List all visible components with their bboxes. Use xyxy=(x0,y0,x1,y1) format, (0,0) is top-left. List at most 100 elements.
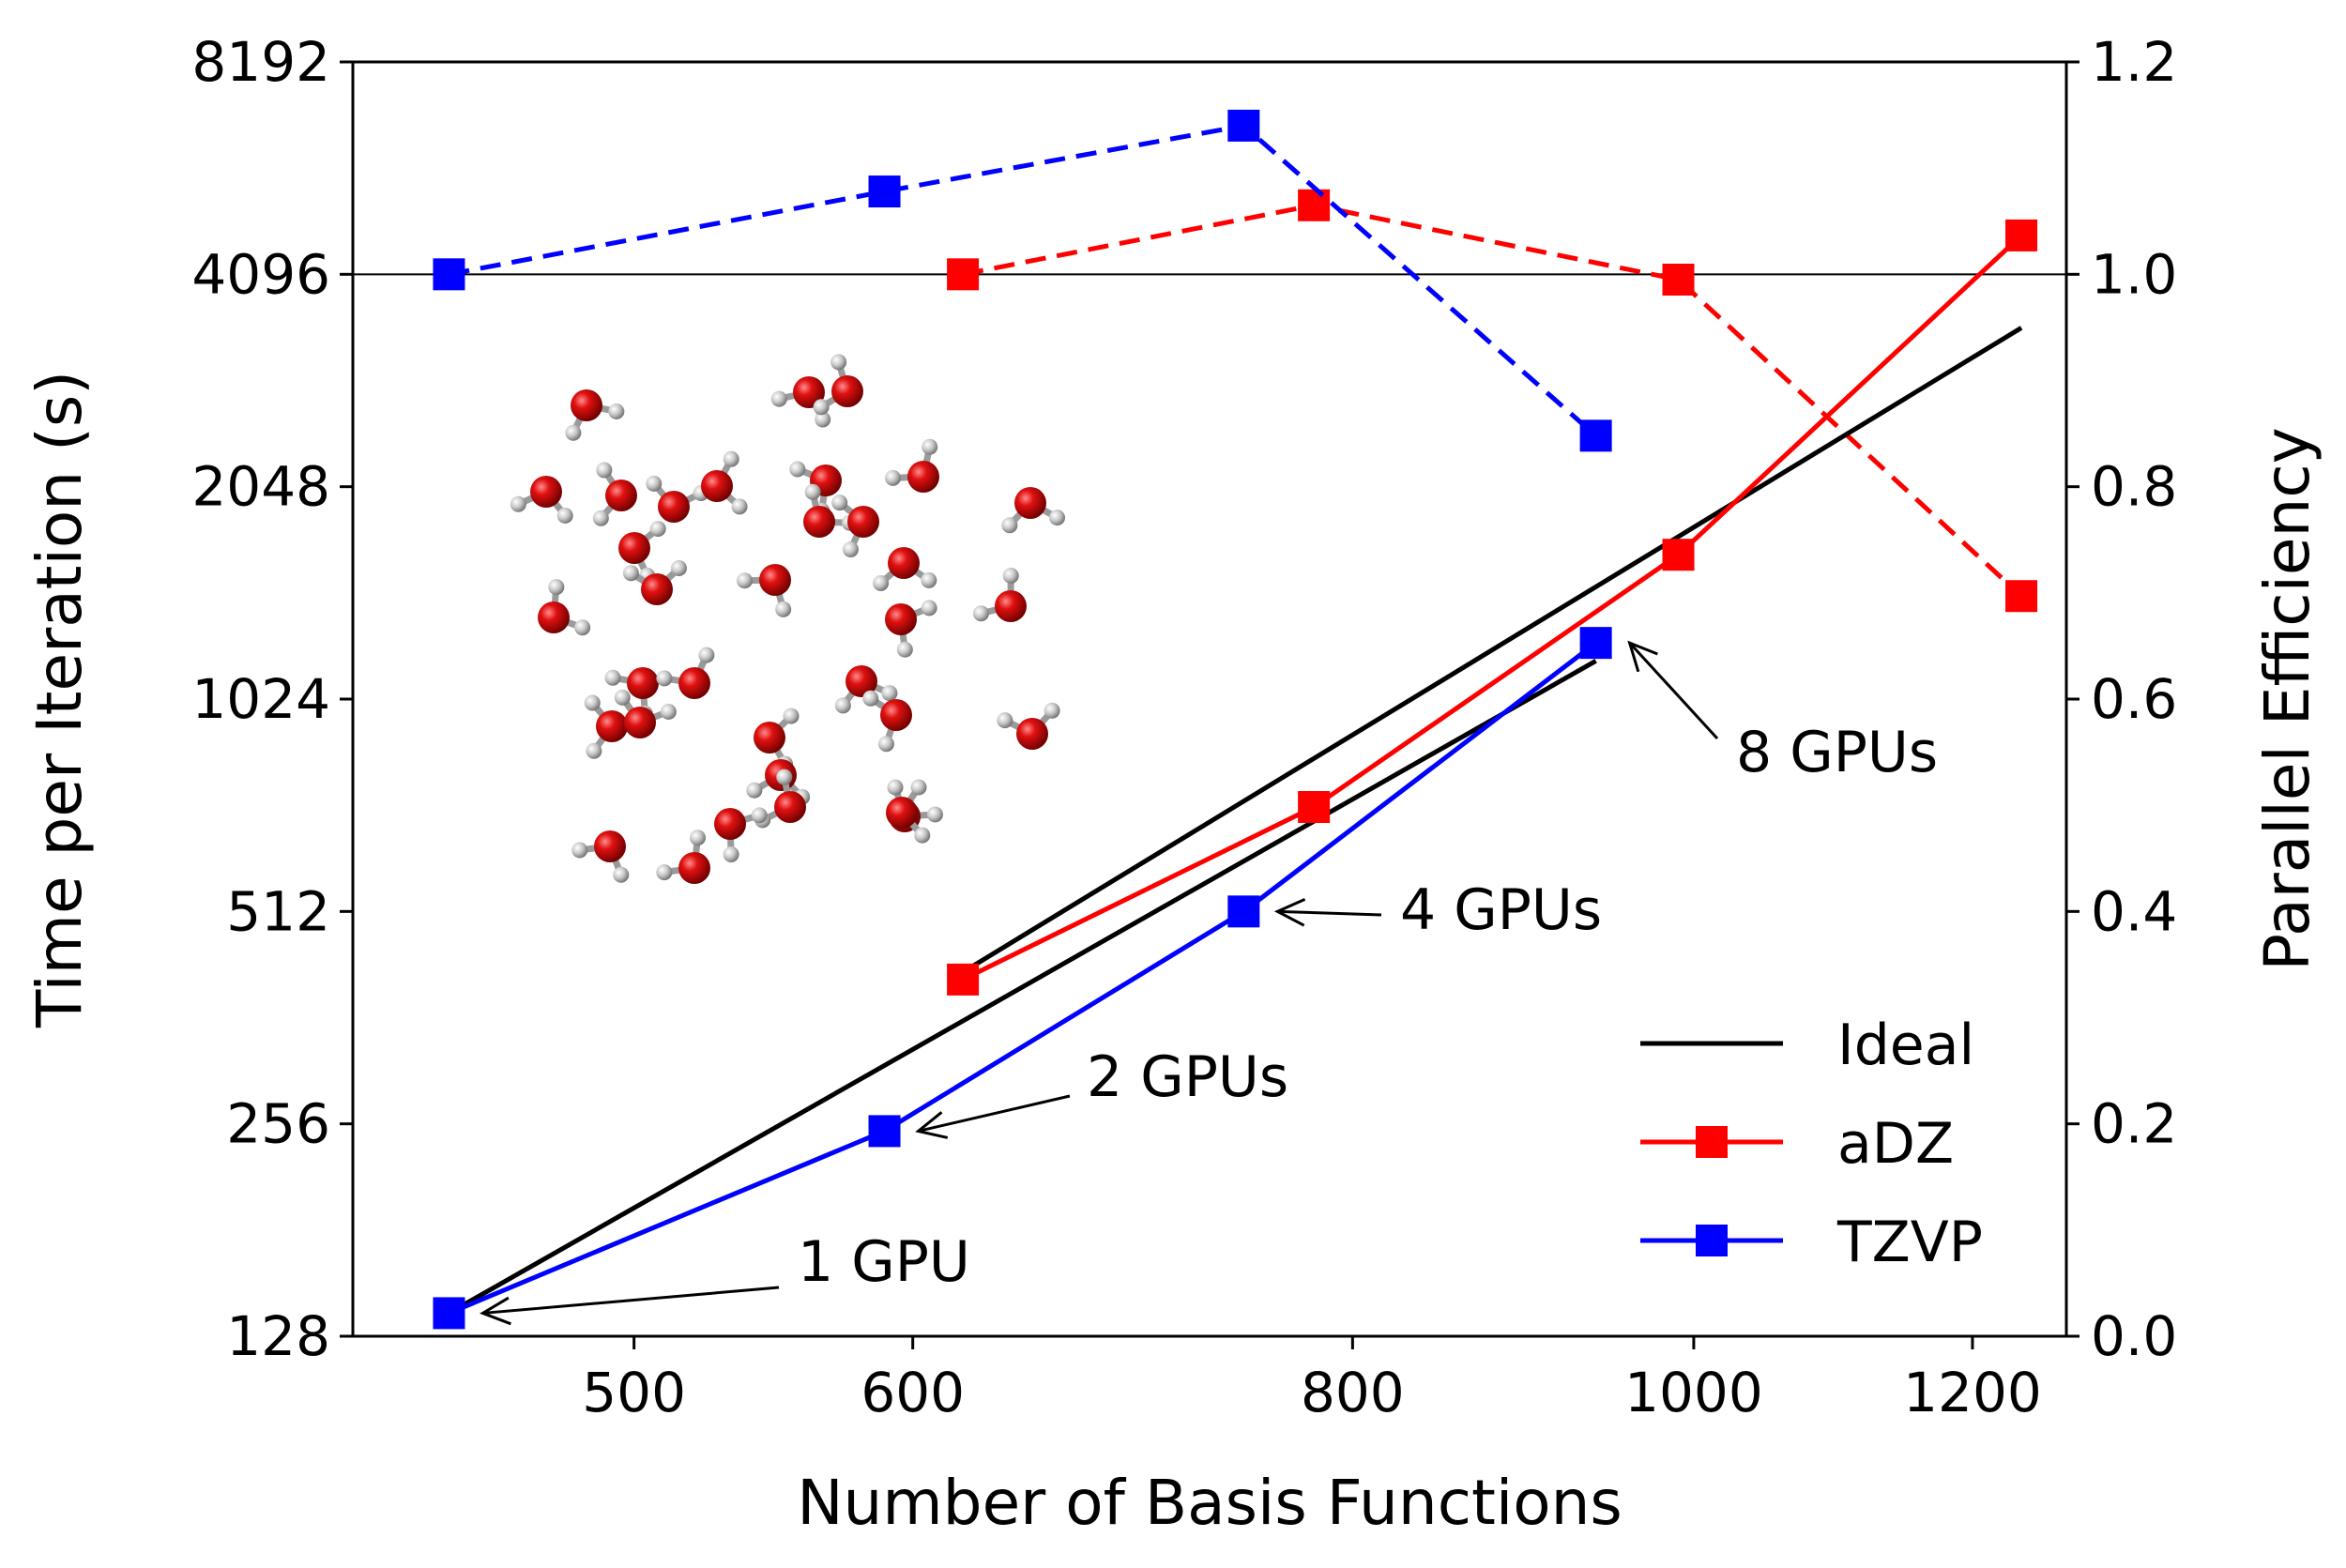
water-molecule xyxy=(886,779,931,844)
oxygen-atom xyxy=(995,590,1027,622)
hydrogen-atom xyxy=(813,399,830,416)
oxygen-atom xyxy=(793,376,825,408)
time-tzvp-point xyxy=(868,1115,901,1148)
right-y-axis-ticks: 0.0 0.2 0.4 0.6 0.8 1.0 1.2 xyxy=(2066,30,2177,1368)
hydrogen-atom xyxy=(1049,510,1066,526)
hydrogen-atom xyxy=(783,708,800,724)
left-y-tick-label: 256 xyxy=(226,1092,330,1156)
time-adz-point xyxy=(947,963,980,996)
hydrogen-atom xyxy=(877,736,894,753)
right-y-tick-label: 1.2 xyxy=(2091,30,2177,94)
oxygen-atom xyxy=(678,852,710,884)
hydrogen-atom xyxy=(887,779,904,796)
annotation-arrow-4: 8 GPUs xyxy=(1627,640,1938,785)
arrow-shaft xyxy=(1277,909,1382,917)
eff-adz-efficiency-line xyxy=(962,203,2023,599)
hydrogen-atom xyxy=(656,864,673,881)
time-adz-point xyxy=(1298,791,1331,824)
plot-frame xyxy=(351,60,2068,1338)
annotation-arrow-1: 1 GPU xyxy=(480,1229,970,1326)
water-molecule xyxy=(656,830,710,884)
hydrogen-atom xyxy=(571,842,588,859)
water-molecule xyxy=(701,450,748,515)
hydrogen-atom xyxy=(510,495,526,512)
annotation-label: 4 GPUs xyxy=(1400,877,1602,943)
annotation-label: 1 GPU xyxy=(798,1229,970,1295)
hydrogen-atom xyxy=(746,782,763,799)
right-y-tick-label: 0.8 xyxy=(2091,455,2177,519)
x-tick-label: 1200 xyxy=(1903,1361,2042,1424)
water-molecule xyxy=(618,520,666,584)
hydrogen-atom xyxy=(775,601,792,617)
hydrogen-atom xyxy=(862,690,879,707)
left-y-tick-label: 2048 xyxy=(191,455,330,519)
hydrogen-atom xyxy=(608,403,625,419)
arrow-head xyxy=(1273,898,1306,927)
legend-marker xyxy=(1696,1126,1728,1158)
hydrogen-atom xyxy=(921,571,937,588)
water-molecule xyxy=(972,568,1027,622)
oxygen-atom xyxy=(714,808,746,840)
hydrogen-atom xyxy=(873,574,890,591)
time-tzvp-point xyxy=(433,1297,465,1330)
hydrogen-atom xyxy=(689,830,706,846)
hydrogen-atom xyxy=(723,845,739,862)
hydrogen-atom xyxy=(614,689,631,706)
oxygen-atom xyxy=(885,603,917,635)
water-molecule xyxy=(538,579,591,636)
oxygen-atom xyxy=(538,601,570,633)
hydrogen-atom xyxy=(972,605,989,622)
hydrogen-atom xyxy=(789,461,806,478)
left-y-tick-label: 128 xyxy=(226,1304,330,1368)
hydrogen-atom xyxy=(1001,517,1018,534)
oxygen-atom xyxy=(530,476,562,508)
time-ideal-adz-line xyxy=(961,326,2023,975)
hydrogen-atom xyxy=(770,390,787,407)
time-tzvp-point xyxy=(1227,895,1260,928)
hydrogen-atom xyxy=(596,462,613,479)
water-molecule xyxy=(565,389,625,441)
water-molecule xyxy=(510,476,573,524)
hydrogen-atom xyxy=(914,827,931,844)
water-molecule xyxy=(737,564,792,617)
oxygen-atom xyxy=(658,491,690,523)
hydrogen-atom xyxy=(556,507,573,524)
hydrogen-atom xyxy=(910,779,927,796)
hydrogen-atom xyxy=(834,697,851,714)
water-molecule xyxy=(714,807,768,862)
oxygen-atom xyxy=(831,375,863,407)
hydrogen-atom xyxy=(885,469,902,486)
hydrogen-atom xyxy=(922,438,938,455)
right-y-tick-label: 0.2 xyxy=(2091,1092,2177,1156)
time-adz-point xyxy=(2005,219,2038,251)
arrow-shaft xyxy=(482,1286,780,1315)
water-molecule xyxy=(656,647,715,699)
water-molecule xyxy=(571,830,630,883)
arrow-head xyxy=(1627,640,1658,673)
eff-tzvp-efficiency-line xyxy=(448,123,1598,438)
hydrogen-atom xyxy=(670,560,687,577)
hydrogen-atom xyxy=(698,647,715,663)
water-molecule xyxy=(885,600,937,658)
right-y-tick-label: 0.4 xyxy=(2091,879,2177,943)
water-molecule xyxy=(770,376,831,428)
oxygen-atom xyxy=(845,665,877,697)
eff-tzvp-efficiency-point xyxy=(433,258,465,291)
hydrogen-atom xyxy=(586,742,602,759)
x-axis-label: Number of Basis Functions xyxy=(797,1467,1622,1539)
legend-label: Ideal xyxy=(1837,1012,1974,1078)
arrow-head xyxy=(480,1296,511,1326)
water-molecule xyxy=(885,438,939,493)
left-y-tick-label: 8192 xyxy=(191,30,330,94)
right-y-tick-label: 0.6 xyxy=(2091,667,2177,731)
hydrogen-atom xyxy=(604,669,621,686)
oxygen-atom xyxy=(886,797,918,829)
time-tzvp-line xyxy=(448,641,1598,1316)
x-axis-ticks: 500 600 800 1000 1200 xyxy=(582,1336,2042,1424)
eff-adz-efficiency-point xyxy=(947,258,980,291)
water-molecule xyxy=(592,462,637,526)
oxygen-atom xyxy=(847,506,879,538)
arrow-shaft xyxy=(1628,642,1719,740)
oxygen-atom xyxy=(754,722,785,754)
x-tick-label: 800 xyxy=(1301,1361,1405,1424)
